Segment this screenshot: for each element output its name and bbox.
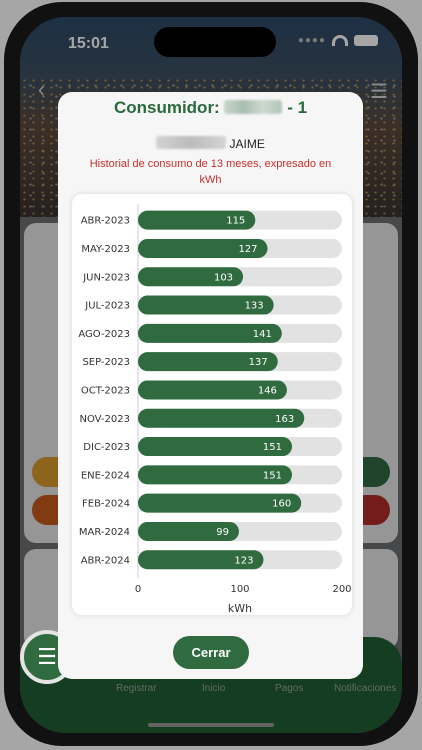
bar — [138, 465, 293, 485]
bar — [138, 408, 305, 428]
bar-value-label: 146 — [258, 385, 277, 396]
nav-item-inicio[interactable]: Inicio — [202, 683, 226, 694]
bar-value-label: 127 — [238, 244, 257, 255]
x-tick-label: 0 — [135, 584, 141, 595]
bar-value-label: 99 — [216, 527, 229, 538]
bar — [138, 550, 264, 570]
status-icons: ●●●● — [298, 35, 378, 46]
home-indicator — [148, 723, 274, 727]
bar-chart-svg: ABR-2023 115 MAY-2023 127 JUN-2023 103 JUL-202… — [78, 204, 352, 615]
bar-value-label: 160 — [272, 499, 291, 510]
bar — [138, 380, 287, 400]
category-label: SEP-2023 — [82, 357, 130, 368]
bar-value-label: 151 — [263, 470, 282, 481]
x-axis-label: kWh — [228, 602, 252, 615]
bar-value-label: 141 — [253, 329, 272, 340]
bar-value-label: 115 — [226, 216, 245, 227]
bar-value-label: 137 — [249, 357, 268, 368]
nav-item-notificaciones[interactable]: Notificaciones — [334, 683, 397, 694]
category-label: ABR-2023 — [81, 216, 130, 227]
category-label: FEB-2024 — [82, 499, 130, 510]
bar — [138, 210, 256, 230]
consumption-chart: ABR-2023 115 MAY-2023 127 JUN-2023 103 JUL-202… — [72, 194, 352, 615]
bar — [138, 437, 293, 457]
category-label: MAR-2024 — [79, 527, 130, 538]
bar-value-label: 163 — [275, 414, 294, 425]
bar — [138, 521, 239, 541]
category-label: JUL-2023 — [84, 301, 130, 312]
category-label: NOV-2023 — [80, 414, 131, 425]
category-label: ENE-2024 — [81, 470, 130, 481]
bar-value-label: 151 — [263, 442, 282, 453]
category-label: JUN-2023 — [82, 272, 130, 283]
bar — [138, 267, 244, 287]
status-time: 15:01 — [68, 35, 109, 52]
title-prefix: Consumidor: — [113, 98, 220, 117]
bar — [138, 295, 274, 315]
battery-icon — [354, 35, 378, 46]
bar-value-label: 123 — [234, 555, 253, 566]
signal-icon: ●●●● — [297, 35, 326, 46]
list-icon: ☰ — [37, 644, 57, 669]
category-label: MAY-2023 — [81, 244, 130, 255]
menu-icon[interactable]: ☰ — [370, 81, 388, 103]
x-tick-label: 200 — [332, 584, 351, 595]
bar — [138, 323, 282, 343]
history-note: Historial de consumo de 13 meses, expres… — [89, 158, 332, 186]
back-arrow-icon[interactable]: ‹ — [38, 79, 45, 101]
bar — [138, 238, 268, 258]
consumption-modal: Consumidor: - 1 JAIME Historial de consu… — [58, 92, 363, 679]
consumer-name: JAIME — [58, 136, 363, 151]
category-label: OCT-2023 — [81, 385, 130, 396]
title-suffix: - 1 — [287, 98, 308, 117]
bar-value-label: 133 — [245, 301, 264, 312]
nav-item-registrar[interactable]: Registrar — [116, 683, 157, 694]
consumer-name-text: JAIME — [229, 137, 265, 151]
category-label: DIC-2023 — [83, 442, 130, 453]
bar — [138, 493, 302, 513]
bar-value-label: 103 — [214, 272, 233, 283]
modal-title: Consumidor: - 1 — [58, 98, 363, 118]
wifi-icon — [332, 35, 348, 46]
close-button[interactable]: Cerrar — [173, 636, 249, 669]
bar — [138, 352, 278, 372]
redacted-id — [224, 100, 283, 114]
x-tick-label: 100 — [230, 584, 249, 595]
redacted-name — [156, 136, 227, 149]
category-label: ABR-2024 — [81, 555, 130, 566]
dynamic-island — [154, 27, 276, 57]
nav-item-pagos[interactable]: Pagos — [275, 683, 304, 694]
category-label: AGO-2023 — [78, 329, 130, 340]
